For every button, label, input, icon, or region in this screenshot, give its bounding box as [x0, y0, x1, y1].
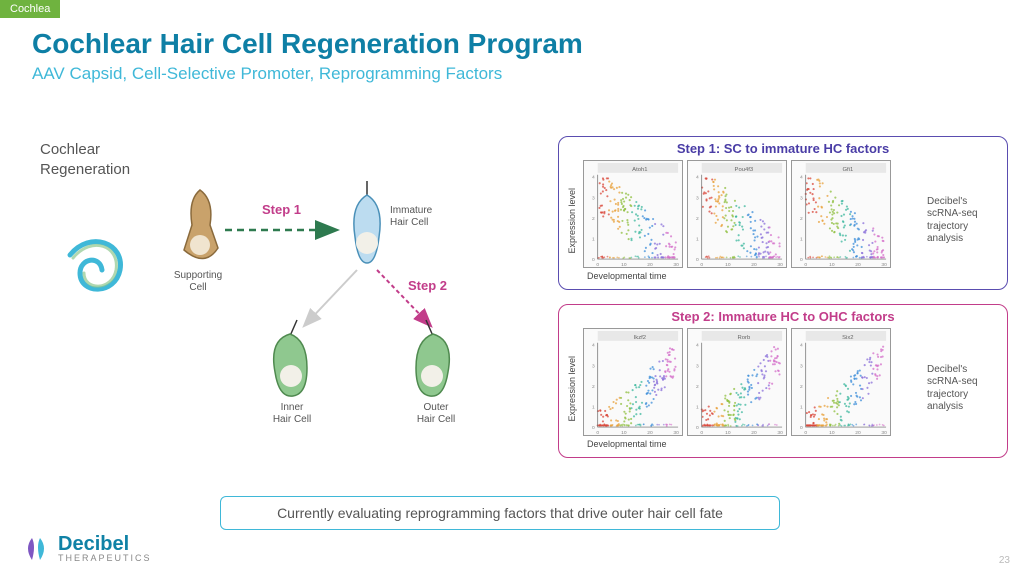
svg-text:0: 0 [700, 262, 703, 267]
svg-text:Gfi1: Gfi1 [842, 167, 853, 173]
svg-text:1: 1 [696, 404, 699, 410]
svg-text:0: 0 [592, 257, 595, 263]
svg-text:1: 1 [800, 236, 803, 242]
svg-text:4: 4 [696, 343, 699, 349]
svg-text:3: 3 [592, 195, 595, 201]
panel2-note: Decibel's scRNA-seq trajectory analysis [927, 364, 999, 414]
svg-text:30: 30 [881, 262, 887, 267]
diagram-svg: SupportingCell Step 1 ImmatureHair Cell … [40, 150, 540, 460]
panel1-note: Decibel's scRNA-seq trajectory analysis [927, 196, 999, 246]
svg-text:2: 2 [696, 384, 699, 390]
svg-text:30: 30 [673, 262, 679, 267]
scatter-mini: Six2 0 1 2 3 4 0 10 20 30 [791, 328, 891, 436]
svg-text:4: 4 [592, 175, 595, 181]
svg-text:1: 1 [800, 404, 803, 410]
page-title: Cochlear Hair Cell Regeneration Program [32, 28, 583, 60]
panel1-ylabel: Expression level [567, 188, 577, 254]
svg-text:3: 3 [800, 195, 803, 201]
svg-text:30: 30 [777, 262, 783, 267]
svg-text:1: 1 [592, 236, 595, 242]
svg-text:Six2: Six2 [842, 335, 853, 341]
svg-text:3: 3 [696, 195, 699, 201]
svg-text:3: 3 [696, 363, 699, 369]
scatter-mini: Gfi1 0 1 2 3 4 0 10 20 30 [791, 160, 891, 268]
svg-text:4: 4 [592, 343, 595, 349]
step2-label: Step 2 [408, 278, 447, 293]
svg-text:20: 20 [855, 262, 861, 267]
svg-text:20: 20 [855, 430, 861, 435]
scatter-mini: Ikzf2 0 1 2 3 4 0 10 20 30 [583, 328, 683, 436]
svg-text:10: 10 [621, 430, 627, 435]
page-subtitle: AAV Capsid, Cell-Selective Promoter, Rep… [32, 64, 502, 84]
svg-text:4: 4 [800, 175, 803, 181]
svg-text:3: 3 [592, 363, 595, 369]
svg-text:2: 2 [592, 216, 595, 222]
svg-text:4: 4 [696, 175, 699, 181]
svg-text:2: 2 [696, 216, 699, 222]
panel2-charts: Ikzf2012340102030Rorb012340102030Six2012… [583, 328, 921, 436]
svg-text:1: 1 [696, 236, 699, 242]
svg-text:4: 4 [800, 343, 803, 349]
svg-text:Atoh1: Atoh1 [632, 167, 647, 173]
svg-text:10: 10 [621, 262, 627, 267]
company-logo: Decibel THERAPEUTICS [22, 534, 152, 564]
panel-step2: Step 2: Immature HC to OHC factors Expre… [558, 304, 1008, 458]
logo-icon [22, 534, 52, 564]
svg-text:2: 2 [592, 384, 595, 390]
svg-text:0: 0 [596, 430, 599, 435]
svg-text:10: 10 [829, 262, 835, 267]
svg-text:30: 30 [777, 430, 783, 435]
panel2-title: Step 2: Immature HC to OHC factors [567, 309, 999, 324]
regeneration-diagram: SupportingCell Step 1 ImmatureHair Cell … [40, 150, 540, 460]
svg-text:20: 20 [647, 262, 653, 267]
supporting-cell-label: SupportingCell [163, 270, 233, 294]
footer-callout: Currently evaluating reprogramming facto… [220, 496, 780, 530]
svg-text:0: 0 [804, 430, 807, 435]
svg-text:0: 0 [696, 257, 699, 263]
svg-text:10: 10 [725, 262, 731, 267]
panel-step1: Step 1: SC to immature HC factors Expres… [558, 136, 1008, 290]
svg-text:3: 3 [800, 363, 803, 369]
svg-text:Pou4f3: Pou4f3 [735, 167, 754, 173]
domain-tag: Cochlea [0, 0, 60, 18]
panel2-ylabel: Expression level [567, 356, 577, 422]
svg-text:10: 10 [725, 430, 731, 435]
svg-text:30: 30 [881, 430, 887, 435]
svg-text:1: 1 [592, 404, 595, 410]
scatter-mini: Pou4f3 0 1 2 3 4 0 10 20 30 [687, 160, 787, 268]
svg-text:Ikzf2: Ikzf2 [634, 335, 646, 341]
svg-text:20: 20 [751, 262, 757, 267]
panel2-xlabel: Developmental time [587, 439, 921, 449]
immature-cell-label: ImmatureHair Cell [390, 205, 450, 229]
svg-text:0: 0 [596, 262, 599, 267]
svg-text:2: 2 [800, 216, 803, 222]
svg-text:0: 0 [700, 430, 703, 435]
svg-text:20: 20 [647, 430, 653, 435]
logo-main: Decibel [58, 535, 152, 554]
logo-sub: THERAPEUTICS [58, 554, 152, 563]
svg-text:10: 10 [829, 430, 835, 435]
panel1-title: Step 1: SC to immature HC factors [567, 141, 999, 156]
step1-label: Step 1 [262, 202, 301, 217]
page-number: 23 [999, 555, 1010, 566]
panel1-charts: Atoh1012340102030Pou4f3012340102030Gfi10… [583, 160, 921, 268]
scatter-mini: Rorb 0 1 2 3 4 0 10 20 30 [687, 328, 787, 436]
svg-text:0: 0 [804, 262, 807, 267]
scatter-mini: Atoh1 0 1 2 3 4 0 10 20 30 [583, 160, 683, 268]
svg-text:20: 20 [751, 430, 757, 435]
svg-text:0: 0 [800, 425, 803, 431]
svg-text:0: 0 [696, 425, 699, 431]
svg-text:0: 0 [592, 425, 595, 431]
inner-cell-label: InnerHair Cell [262, 402, 322, 426]
panel1-xlabel: Developmental time [587, 271, 921, 281]
svg-text:2: 2 [800, 384, 803, 390]
svg-text:30: 30 [673, 430, 679, 435]
svg-text:0: 0 [800, 257, 803, 263]
outer-cell-label: OuterHair Cell [406, 402, 466, 426]
svg-text:Rorb: Rorb [737, 335, 750, 341]
